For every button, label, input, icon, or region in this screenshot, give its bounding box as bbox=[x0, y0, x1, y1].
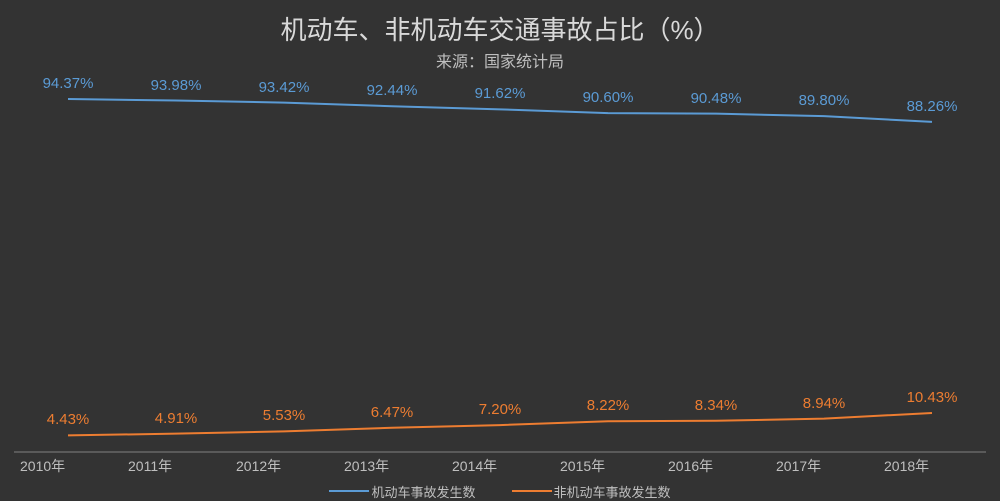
data-label: 6.47% bbox=[371, 404, 414, 421]
data-label: 94.37% bbox=[43, 75, 94, 92]
x-axis-label: 2016年 bbox=[668, 456, 713, 476]
legend-item: 非机动车事故发生数 bbox=[512, 482, 671, 501]
data-label: 92.44% bbox=[367, 82, 418, 99]
x-axis-label: 2010年 bbox=[20, 456, 65, 476]
data-label: 5.53% bbox=[263, 407, 306, 424]
chart-container: 机动车、非机动车交通事故占比（%） 来源：国家统计局 机动车事故发生数 非机动车事… bbox=[0, 0, 1000, 501]
x-axis-label: 2012年 bbox=[236, 456, 281, 476]
x-axis-label: 2011年 bbox=[128, 456, 172, 476]
data-label: 93.42% bbox=[259, 79, 310, 96]
data-label: 4.91% bbox=[155, 410, 198, 427]
data-label: 8.34% bbox=[695, 397, 738, 414]
data-label: 4.43% bbox=[47, 411, 90, 428]
data-label: 88.26% bbox=[907, 98, 958, 115]
data-label: 10.43% bbox=[907, 389, 958, 406]
data-label: 90.60% bbox=[583, 89, 634, 106]
x-axis-label: 2013年 bbox=[344, 456, 389, 476]
data-label: 90.48% bbox=[691, 90, 742, 107]
data-label: 7.20% bbox=[479, 401, 522, 418]
data-label: 93.98% bbox=[151, 77, 202, 94]
legend-label: 机动车事故发生数 bbox=[371, 482, 475, 501]
data-label: 89.80% bbox=[799, 92, 850, 109]
x-axis-label: 2014年 bbox=[452, 456, 497, 476]
chart-title: 机动车、非机动车交通事故占比（%） bbox=[0, 10, 1000, 47]
chart-svg bbox=[0, 0, 1000, 501]
legend-label: 非机动车事故发生数 bbox=[554, 482, 671, 501]
data-label: 91.62% bbox=[475, 85, 526, 102]
legend-swatch bbox=[329, 490, 369, 492]
legend-item: 机动车事故发生数 bbox=[329, 482, 475, 501]
data-label: 8.94% bbox=[803, 395, 846, 412]
legend-swatch bbox=[512, 490, 552, 492]
data-label: 8.22% bbox=[587, 397, 630, 414]
x-axis-label: 2017年 bbox=[776, 456, 821, 476]
chart-legend: 机动车事故发生数 非机动车事故发生数 bbox=[0, 480, 1000, 501]
chart-subtitle: 来源：国家统计局 bbox=[0, 48, 1000, 72]
x-axis-label: 2015年 bbox=[560, 456, 605, 476]
x-axis-label: 2018年 bbox=[884, 456, 929, 476]
